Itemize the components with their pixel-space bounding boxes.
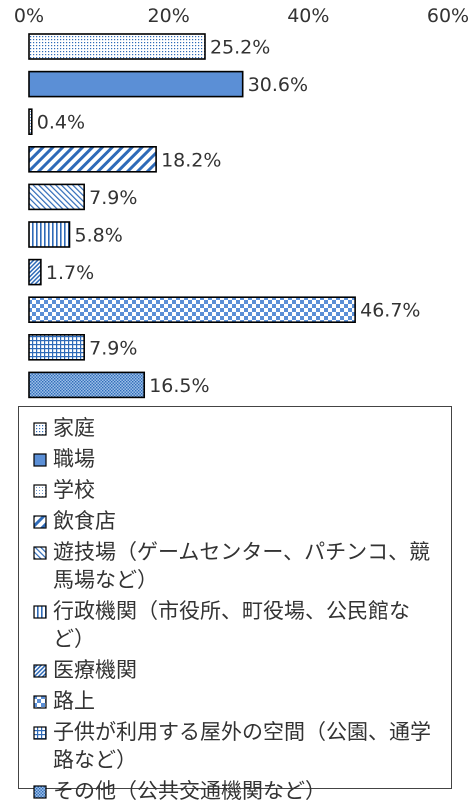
bar	[28, 146, 157, 173]
bar	[28, 333, 85, 361]
bar	[28, 258, 42, 286]
data-label: 46.7%	[360, 300, 420, 322]
legend-label: 学校	[53, 478, 95, 502]
x-tick-label: 0%	[14, 5, 44, 27]
legend-label: 家庭	[53, 416, 95, 440]
data-label: 1.7%	[46, 262, 94, 284]
legend-item: 職場	[33, 445, 441, 473]
legend-swatch	[33, 726, 47, 740]
bar	[28, 108, 33, 135]
legend-label: 子供が利用する屋外の空間（公園、通学路など）	[53, 720, 431, 772]
bar	[28, 371, 146, 399]
legend-swatch	[33, 422, 47, 436]
bar-chart: 0% 20% 40% 60% 25.2% 30.6% 0.4% 18.2% 7.9% 5.8% 1…	[14, 5, 469, 399]
bars: 25.2% 30.6% 0.4% 18.2% 7.9% 5.8% 1.7% 46.7% 7.9%…	[28, 33, 420, 399]
data-label: 30.6%	[248, 74, 308, 96]
legend-label: 行政機関（市役所、町役場、公民館など）	[53, 599, 410, 651]
bar	[28, 70, 244, 98]
legend-item: 飲食店	[33, 507, 441, 535]
data-label: 25.2%	[210, 37, 270, 59]
legend-swatch	[33, 515, 47, 529]
legend-item: 路上	[33, 687, 441, 715]
legend-item: その他（公共交通機関など）	[33, 777, 441, 805]
data-label: 7.9%	[89, 187, 137, 209]
legend-swatch	[33, 695, 47, 709]
data-label: 7.9%	[89, 337, 137, 359]
legend-item: 家庭	[33, 414, 441, 442]
x-axis: 0% 20% 40% 60%	[14, 5, 469, 27]
legend-swatch	[33, 453, 47, 467]
legend-item: 医療機関	[33, 656, 441, 684]
legend-swatch	[33, 664, 47, 678]
bar	[28, 33, 206, 60]
legend-label: 遊技場（ゲームセンター、パチンコ、競馬場など）	[53, 540, 431, 592]
legend: 家庭職場学校飲食店遊技場（ゲームセンター、パチンコ、競馬場など） 行政機関（市役所…	[18, 406, 452, 803]
x-tick-label: 60%	[427, 5, 469, 27]
bar	[28, 221, 71, 248]
legend-item: 学校	[33, 476, 441, 504]
legend-item: 子供が利用する屋外の空間（公園、通学路など）	[33, 718, 441, 774]
legend-swatch	[33, 546, 47, 560]
legend-label: その他（公共交通機関など）	[53, 779, 326, 803]
data-label: 5.8%	[75, 225, 123, 247]
x-tick-label: 20%	[148, 5, 190, 27]
legend-swatch	[33, 484, 47, 498]
legend-swatch	[33, 605, 47, 619]
data-label: 0.4%	[37, 112, 85, 134]
legend-item: 行政機関（市役所、町役場、公民館など）	[33, 597, 441, 653]
data-label: 18.2%	[161, 149, 221, 171]
legend-label: 医療機関	[53, 658, 137, 682]
data-label: 16.5%	[149, 375, 209, 397]
bar	[28, 296, 356, 324]
bar	[28, 183, 85, 211]
legend-label: 飲食店	[53, 509, 116, 533]
legend-label: 職場	[53, 447, 95, 471]
legend-item: 遊技場（ゲームセンター、パチンコ、競馬場など）	[33, 538, 441, 594]
legend-swatch	[33, 785, 47, 799]
legend-label: 路上	[53, 689, 95, 713]
x-tick-label: 40%	[287, 5, 329, 27]
